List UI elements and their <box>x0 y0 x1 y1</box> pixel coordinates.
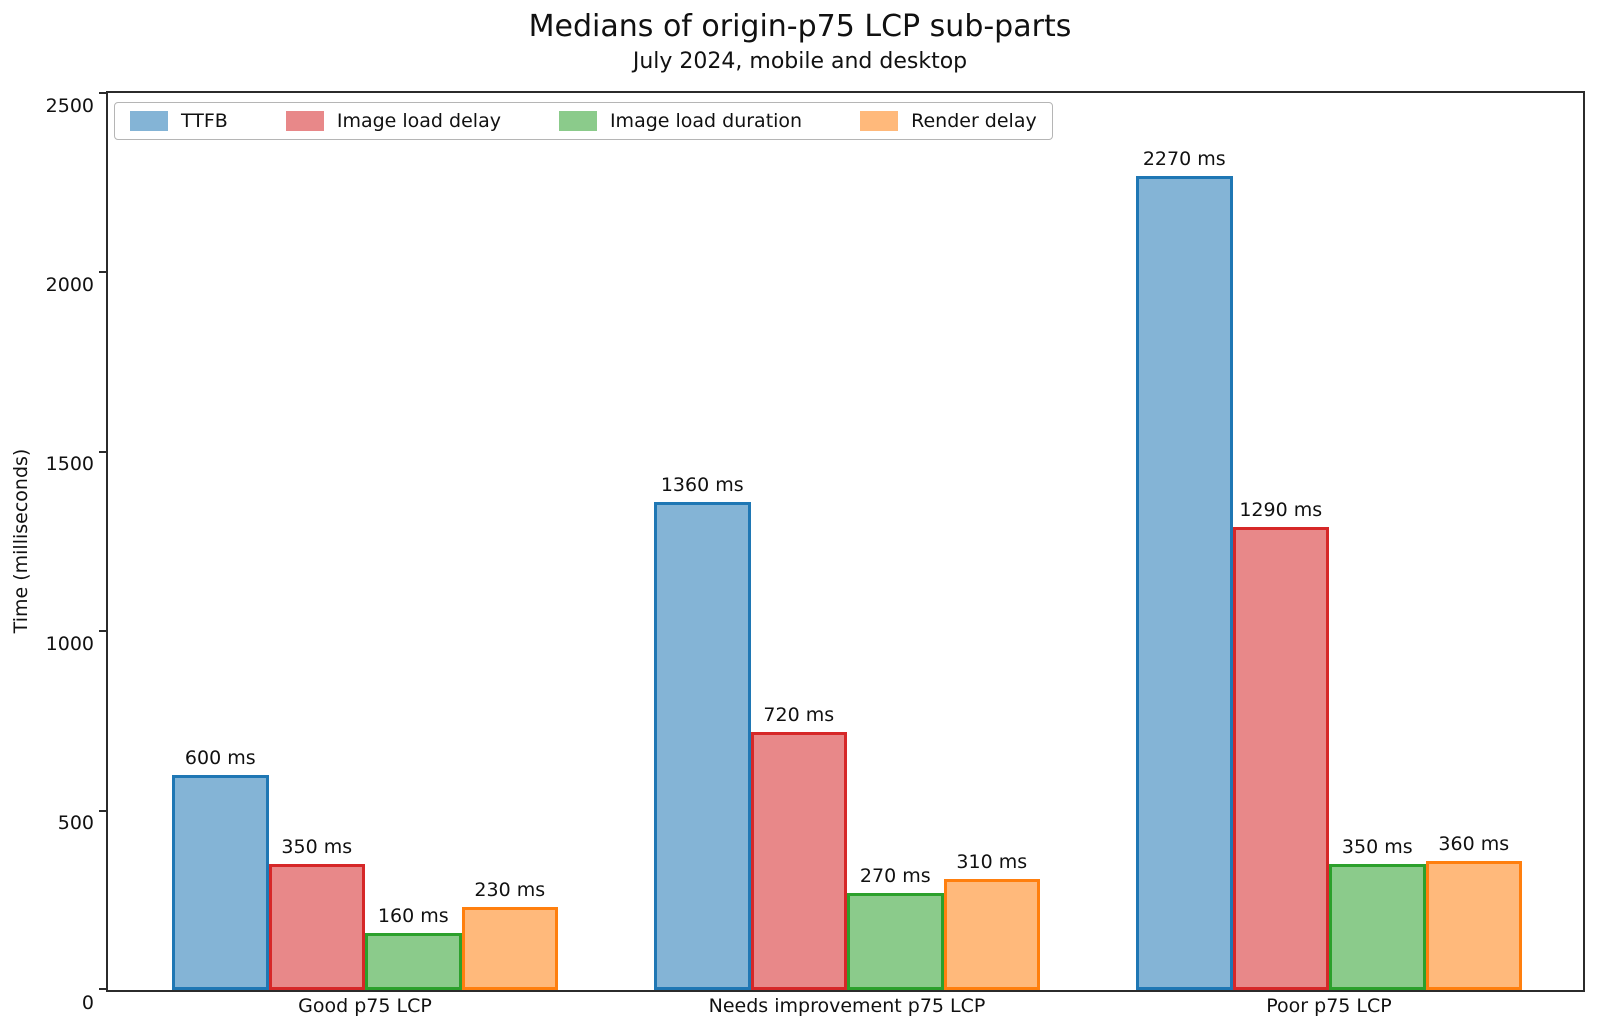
bar-value-label: 230 ms <box>474 879 546 902</box>
bar <box>750 731 847 990</box>
bar-value-label: 350 ms <box>281 836 353 859</box>
chart-subtitle: July 2024, mobile and desktop <box>632 49 968 74</box>
bar-value-label: 360 ms <box>1438 832 1510 855</box>
bar <box>847 893 944 990</box>
bar-group: 600 ms 350 ms 160 ms 230 ms <box>172 93 558 990</box>
chart-title: Medians of origin-p75 LCP sub-parts <box>528 9 1072 44</box>
bar <box>1136 175 1233 990</box>
y-tick-label: 1500 <box>45 453 94 476</box>
legend-item: Image load duration <box>558 110 803 132</box>
y-tick-label: 500 <box>57 812 94 835</box>
bar <box>1425 860 1522 990</box>
bar <box>461 907 558 990</box>
bar-value-label: 160 ms <box>377 904 449 927</box>
y-axis-label: Time (milliseconds) <box>10 448 32 634</box>
bar <box>172 774 269 990</box>
y-tick-mark <box>99 271 108 274</box>
bar <box>365 932 462 990</box>
bar-value-label: 350 ms <box>1341 836 1413 859</box>
y-tick-label: 2500 <box>45 94 94 117</box>
legend-swatch-render-delay <box>860 111 899 131</box>
legend-label: Image load duration <box>609 110 803 132</box>
legend-item: Render delay <box>860 110 1037 132</box>
bar-value-label: 1360 ms <box>660 474 744 497</box>
bar <box>654 502 751 990</box>
legend-label: Image load delay <box>336 110 501 132</box>
bar-group: 2270 ms 1290 ms 350 ms 360 ms <box>1136 93 1522 990</box>
y-tick-label: 1000 <box>45 632 94 655</box>
legend-item: Image load delay <box>285 110 501 132</box>
bar-value-label: 310 ms <box>956 850 1028 873</box>
y-tick-mark <box>99 630 108 633</box>
bar <box>268 864 365 990</box>
legend-swatch-image-load-delay <box>285 111 324 131</box>
plot-area: 0 500 1000 1500 2000 2500 600 ms 350 ms 160 ms 2… <box>46 91 1585 1017</box>
x-tick-label: Poor p75 LCP <box>1266 995 1392 1017</box>
bar-value-label: 2270 ms <box>1142 147 1226 170</box>
bar <box>1232 527 1329 990</box>
legend-label: TTFB <box>181 110 228 132</box>
y-tick-mark <box>99 92 108 94</box>
legend: TTFB Image load delay Image load duration R… <box>114 102 1053 140</box>
y-tick-mark <box>99 988 108 990</box>
bar-value-label: 600 ms <box>184 746 256 769</box>
legend-label: Render delay <box>911 110 1037 132</box>
bar-value-label: 720 ms <box>763 703 835 726</box>
bar-group: 1360 ms 720 ms 270 ms 310 ms <box>654 93 1040 990</box>
legend-swatch-image-load-duration <box>558 111 597 131</box>
bar <box>943 878 1040 990</box>
y-tick-label: 0 <box>81 991 94 1014</box>
legend-swatch-ttfb <box>130 111 168 131</box>
y-tick-mark <box>99 809 108 812</box>
bar <box>1329 864 1426 990</box>
y-tick-label: 2000 <box>45 273 94 296</box>
bar-value-label: 1290 ms <box>1239 499 1323 522</box>
legend-item: TTFB <box>130 110 228 132</box>
y-tick-mark <box>99 450 108 453</box>
x-tick-label: Good p75 LCP <box>298 995 432 1017</box>
bar-value-label: 270 ms <box>859 865 931 888</box>
x-tick-label: Needs improvement p75 LCP <box>708 995 986 1017</box>
